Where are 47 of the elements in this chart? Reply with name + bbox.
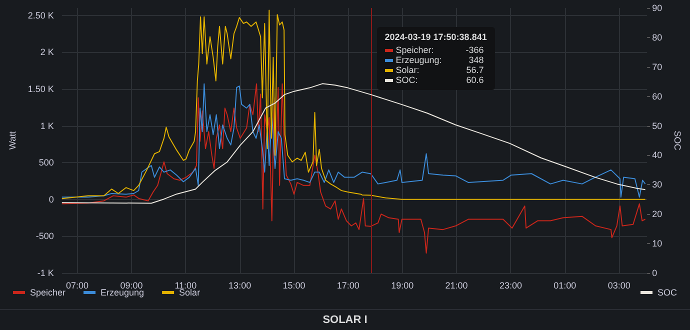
- x-tick-label: 03:00: [608, 280, 630, 290]
- annotation: 60.6: [465, 75, 484, 85]
- y2-tick-label: 10: [652, 238, 662, 249]
- x-tick-label: 11:00: [174, 280, 197, 290]
- y-tick-label: 1.50 K: [28, 84, 54, 94]
- annotation: 2024-03-19 17:50:38.841: [384, 32, 487, 42]
- y-tick-label: 1 K: [40, 120, 54, 131]
- x-tick-label: 21:00: [445, 280, 468, 290]
- x-tick-label: 15:00: [282, 280, 306, 290]
- y2-tick-label: 30: [652, 180, 662, 190]
- annotation: 56.7: [465, 65, 484, 75]
- y-tick-label: 2.50 K: [28, 10, 54, 20]
- y2-tick-label: 80: [652, 32, 662, 42]
- x-tick-label: 23:00: [499, 280, 522, 290]
- annotation: SOC:: [396, 75, 419, 85]
- y-axis-title: Watt: [8, 130, 18, 150]
- x-tick-label: 01:00: [554, 280, 576, 290]
- annotation: 348: [468, 55, 484, 65]
- x-tick-label: 19:00: [391, 280, 414, 290]
- y2-tick-label: 0: [652, 268, 658, 278]
- x-tick-label: 13:00: [228, 280, 252, 290]
- legend-label: Erzeugung: [100, 288, 144, 298]
- y2-tick-label: 60: [652, 91, 662, 102]
- y-tick-label: 500: [38, 158, 54, 168]
- annotation: Erzeugung:: [396, 55, 443, 65]
- line-series: [61, 10, 646, 200]
- legend-label: SOC: [657, 288, 678, 298]
- annotation: Solar:: [396, 65, 420, 75]
- y-tick-label: 0: [48, 194, 54, 204]
- y-tick-label: 2 K: [40, 47, 54, 58]
- legend-label: Speicher: [30, 288, 66, 298]
- annotation: -366: [464, 45, 484, 55]
- y2-tick-label: 20: [652, 209, 662, 220]
- y2-axis-title: SOC: [672, 130, 682, 151]
- y2-tick-label: 70: [652, 62, 662, 72]
- y2-tick-label: 90: [652, 3, 662, 13]
- y2-tick-label: 50: [652, 120, 662, 131]
- y-tick-label: -500: [36, 231, 54, 242]
- y2-tick-label: 40: [652, 150, 662, 160]
- x-tick-label: 17:00: [336, 280, 360, 290]
- x-tick-label: 07:00: [66, 280, 89, 290]
- line-series: [61, 83, 646, 254]
- legend-label: Solar: [179, 288, 200, 298]
- text: SOLAR I: [0, 309, 690, 330]
- x-tick-label: 09:00: [120, 280, 143, 290]
- annotation: Speicher:: [396, 45, 435, 55]
- y-tick-label: -1 K: [37, 268, 54, 278]
